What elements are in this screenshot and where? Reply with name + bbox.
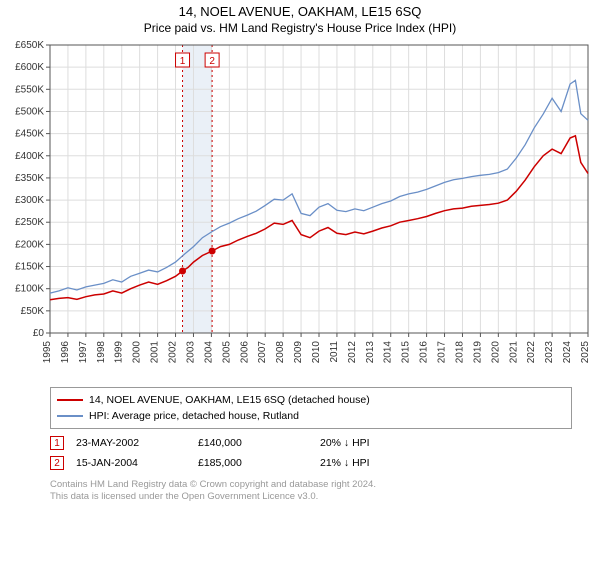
svg-text:2019: 2019 — [472, 341, 483, 364]
svg-text:2016: 2016 — [419, 341, 430, 364]
svg-text:2024: 2024 — [562, 341, 573, 364]
svg-text:1: 1 — [180, 56, 186, 67]
legend-swatch — [57, 399, 83, 401]
svg-text:£300K: £300K — [15, 195, 44, 206]
footnote-row: 1 23-MAY-2002 £140,000 20% ↓ HPI — [50, 433, 572, 453]
legend: 14, NOEL AVENUE, OAKHAM, LE15 6SQ (detac… — [50, 387, 572, 429]
svg-text:£550K: £550K — [15, 84, 44, 95]
legend-label: HPI: Average price, detached house, Rutl… — [89, 410, 299, 422]
svg-text:2004: 2004 — [203, 341, 214, 364]
sales-footnotes: 1 23-MAY-2002 £140,000 20% ↓ HPI 2 15-JAN-200… — [50, 433, 572, 473]
legend-row: HPI: Average price, detached house, Rutl… — [57, 408, 565, 424]
svg-text:£600K: £600K — [15, 62, 44, 73]
svg-text:2008: 2008 — [275, 341, 286, 364]
svg-text:2012: 2012 — [347, 341, 358, 364]
svg-text:1996: 1996 — [60, 341, 71, 364]
svg-text:2001: 2001 — [150, 341, 161, 364]
footnote-marker: 2 — [50, 456, 64, 470]
svg-text:£400K: £400K — [15, 151, 44, 162]
svg-text:£200K: £200K — [15, 239, 44, 250]
svg-text:2015: 2015 — [401, 341, 412, 364]
svg-text:2021: 2021 — [508, 341, 519, 364]
svg-text:2014: 2014 — [383, 341, 394, 364]
svg-text:2005: 2005 — [221, 341, 232, 364]
svg-text:£50K: £50K — [21, 306, 45, 317]
svg-text:£450K: £450K — [15, 129, 44, 140]
svg-text:2013: 2013 — [365, 341, 376, 364]
svg-text:2010: 2010 — [311, 341, 322, 364]
svg-text:£250K: £250K — [15, 217, 44, 228]
svg-text:£100K: £100K — [15, 284, 44, 295]
page-subtitle: Price paid vs. HM Land Registry's House … — [0, 21, 600, 35]
legend-swatch — [57, 415, 83, 417]
svg-text:2006: 2006 — [239, 341, 250, 364]
svg-text:2017: 2017 — [437, 341, 448, 364]
price-chart: £0 £50K £100K £150K £200K £250K £300K £350K £400… — [0, 41, 600, 381]
chart-container: £0 £50K £100K £150K £200K £250K £300K £350K £400… — [0, 41, 600, 381]
footnote-date: 15-JAN-2004 — [76, 457, 186, 469]
svg-text:2023: 2023 — [544, 341, 555, 364]
footnote-delta: 20% ↓ HPI — [320, 437, 430, 449]
attribution-line: Contains HM Land Registry data © Crown c… — [50, 479, 572, 491]
svg-text:1998: 1998 — [96, 341, 107, 364]
svg-text:2009: 2009 — [293, 341, 304, 364]
svg-text:1999: 1999 — [114, 341, 125, 364]
svg-text:2011: 2011 — [329, 341, 340, 363]
svg-text:£500K: £500K — [15, 106, 44, 117]
svg-text:2007: 2007 — [257, 341, 268, 364]
legend-row: 14, NOEL AVENUE, OAKHAM, LE15 6SQ (detac… — [57, 392, 565, 408]
svg-text:£650K: £650K — [15, 41, 44, 51]
svg-text:1995: 1995 — [42, 341, 53, 364]
svg-text:2002: 2002 — [168, 341, 179, 364]
svg-text:2: 2 — [209, 56, 215, 67]
svg-text:2020: 2020 — [490, 341, 501, 364]
footnote-date: 23-MAY-2002 — [76, 437, 186, 449]
svg-text:2025: 2025 — [580, 341, 591, 364]
attribution: Contains HM Land Registry data © Crown c… — [50, 479, 572, 504]
attribution-line: This data is licensed under the Open Gov… — [50, 491, 572, 503]
footnote-price: £185,000 — [198, 457, 308, 469]
svg-text:£0: £0 — [33, 328, 45, 339]
page-title: 14, NOEL AVENUE, OAKHAM, LE15 6SQ — [0, 4, 600, 19]
svg-text:2000: 2000 — [132, 341, 143, 364]
footnote-row: 2 15-JAN-2004 £185,000 21% ↓ HPI — [50, 453, 572, 473]
svg-text:£350K: £350K — [15, 173, 44, 184]
footnote-delta: 21% ↓ HPI — [320, 457, 430, 469]
svg-text:2022: 2022 — [526, 341, 537, 364]
svg-text:£150K: £150K — [15, 262, 44, 273]
footnote-price: £140,000 — [198, 437, 308, 449]
legend-label: 14, NOEL AVENUE, OAKHAM, LE15 6SQ (detac… — [89, 394, 370, 406]
svg-text:1997: 1997 — [78, 341, 89, 364]
svg-text:2003: 2003 — [185, 341, 196, 364]
footnote-marker: 1 — [50, 436, 64, 450]
svg-text:2018: 2018 — [454, 341, 465, 364]
